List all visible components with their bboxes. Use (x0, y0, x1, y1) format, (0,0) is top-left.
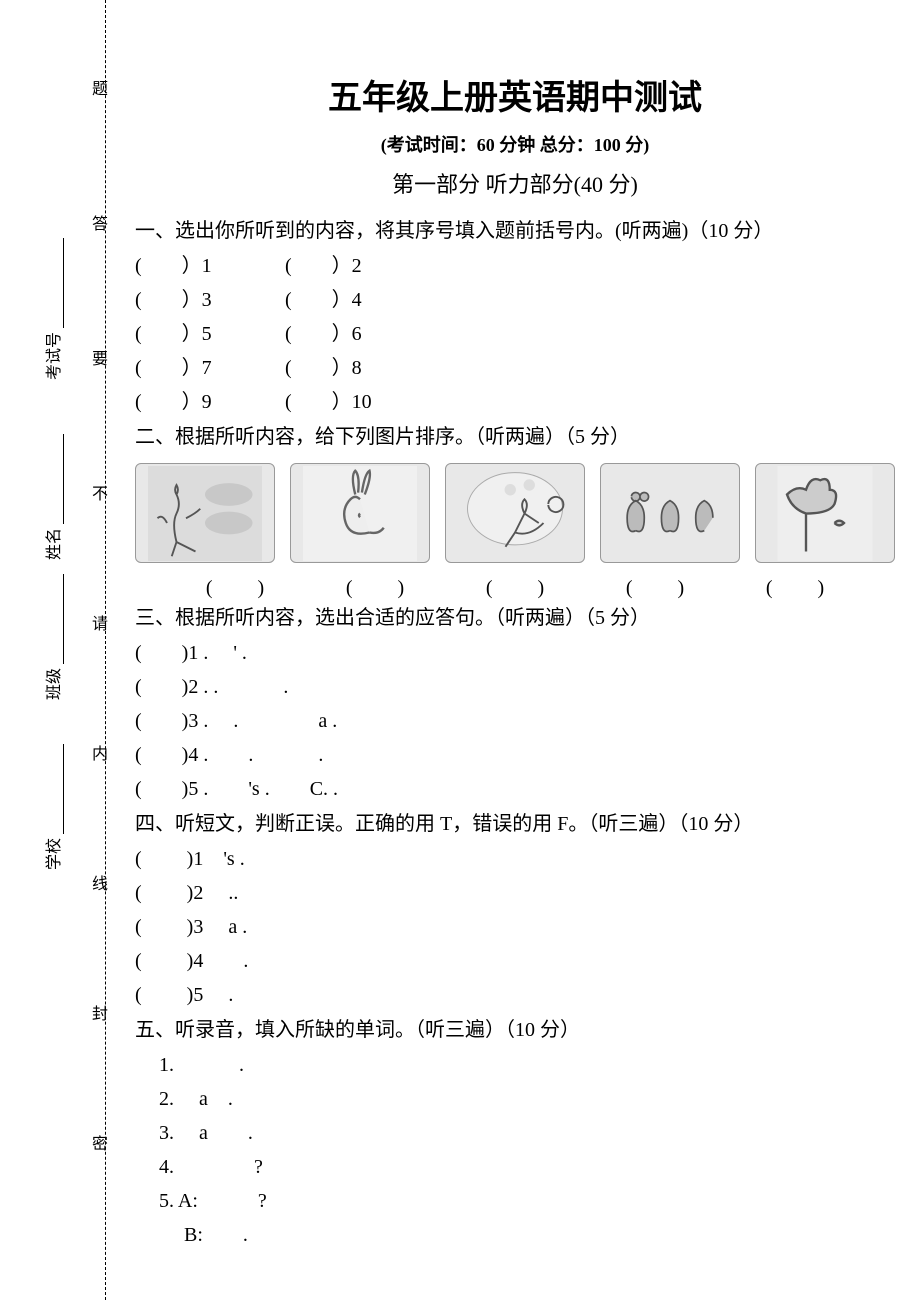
q1-row: ( ）5( ）6 (135, 317, 895, 351)
seal-char: 封 (85, 1005, 109, 1021)
q1-header: 一、选出你所听到的内容，将其序号填入题前括号内。(听两遍)（10 分） (135, 213, 895, 249)
exam-subtitle: (考试时间：60 分钟 总分：100 分) (135, 131, 895, 157)
seal-char: 请 (85, 615, 109, 631)
q2-paren: ( ) (165, 571, 305, 600)
student-field: 考试号 (40, 238, 64, 380)
q1-row: ( ）1( ）2 (135, 249, 895, 283)
q2-img-rabbit (290, 463, 430, 563)
q5-item: 4. ? (159, 1150, 895, 1184)
q2-img-dancer (135, 463, 275, 563)
q3-item: ( )1 . ' . (135, 636, 895, 670)
seal-char: 线 (85, 875, 109, 891)
seal-char: 答 (85, 215, 109, 231)
q3-item: ( )2 . . . (135, 670, 895, 704)
q3-item: ( )5 . 's . C. . (135, 772, 895, 806)
q5-item: 1. . (159, 1048, 895, 1082)
exam-content: 五年级上册英语期中测试 (考试时间：60 分钟 总分：100 分) 第一部分 听… (135, 70, 895, 1252)
q2-img-soccer (445, 463, 585, 563)
q2-paren: ( ) (725, 571, 865, 600)
q3-header: 三、根据所听内容，选出合适的应答句。（听两遍）（5 分） (135, 600, 895, 636)
binding-margin: 题答要不请内线封密 学校 班级 姓名 考试号 (0, 0, 120, 1300)
q5-item: B: . (159, 1218, 895, 1252)
q2-header: 二、根据所听内容，给下列图片排序。（听两遍）（5 分） (135, 419, 895, 455)
q1-rows: ( ）1( ）2( ）3( ）4( ）5( ）6( ）7( ）8( ）9( ）1… (135, 249, 895, 419)
seal-char: 要 (85, 350, 109, 366)
q4-item: ( )3 a . (135, 910, 895, 944)
q4-header: 四、听短文，判断正误。正确的用 T，错误的用 F。（听三遍）（10 分） (135, 806, 895, 842)
q4-item: ( )5 . (135, 978, 895, 1012)
seal-char: 不 (85, 485, 109, 501)
q3-item: ( )4 . . . (135, 738, 895, 772)
q2-img-tree (755, 463, 895, 563)
q4-item: ( )4 . (135, 944, 895, 978)
q5-header: 五、听录音，填入所缺的单词。（听三遍）（10 分） (135, 1012, 895, 1048)
q1-row: ( ）7( ）8 (135, 351, 895, 385)
q2-paren: ( ) (305, 571, 445, 600)
q1-row: ( ）3( ）4 (135, 283, 895, 317)
q3-items: ( )1 . ' .( )2 . . .( )3 . . a .( )4 . .… (135, 636, 895, 806)
section-header: 第一部分 听力部分(40 分) (135, 167, 895, 199)
student-field: 姓名 (40, 434, 64, 560)
seal-char: 内 (85, 745, 109, 761)
q2-paren: ( ) (445, 571, 585, 600)
q5-items: 1. .2. a .3. a .4. ?5. A: ? B: . (135, 1048, 895, 1252)
exam-title: 五年级上册英语期中测试 (135, 70, 895, 119)
q1-row: ( ）9( ）10 (135, 385, 895, 419)
q2-paren: ( ) (585, 571, 725, 600)
q5-item: 3. a . (159, 1116, 895, 1150)
q4-items: ( )1 's .( )2 ..( )3 a .( )4 .( )5 . (135, 842, 895, 1012)
seal-char: 密 (85, 1135, 109, 1151)
seal-dashed-line (105, 0, 106, 1300)
q5-item: 5. A: ? (159, 1184, 895, 1218)
q5-item: 2. a . (159, 1082, 895, 1116)
q4-item: ( )2 .. (135, 876, 895, 910)
q2-img-bears (600, 463, 740, 563)
student-field: 班级 (40, 574, 64, 700)
student-field: 学校 (40, 744, 64, 870)
q4-item: ( )1 's . (135, 842, 895, 876)
q2-images (135, 463, 895, 563)
q2-parens: ( ) ( ) ( ) ( ) ( ) (135, 571, 895, 600)
seal-char: 题 (85, 80, 109, 96)
q3-item: ( )3 . . a . (135, 704, 895, 738)
